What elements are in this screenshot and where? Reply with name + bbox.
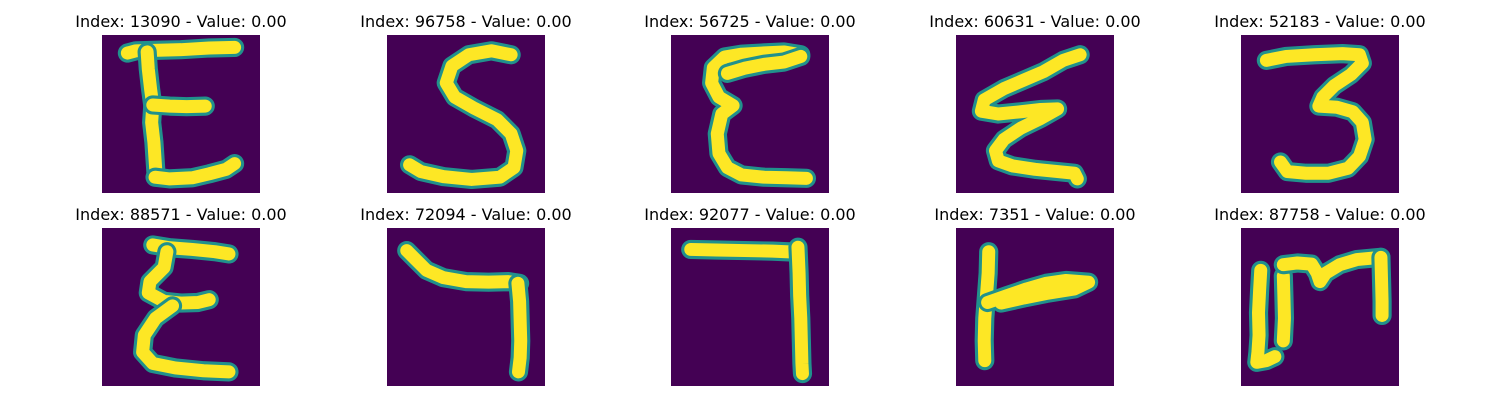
stroke-core — [1374, 250, 1389, 322]
panel-title: Index: 60631 - Value: 0.00 — [929, 12, 1141, 31]
stroke-core — [400, 244, 527, 290]
stroke-core — [974, 48, 1087, 186]
digit-image-svg — [102, 228, 260, 386]
panel-title: Index: 87758 - Value: 0.00 — [1214, 205, 1426, 224]
stroke-core — [720, 49, 808, 80]
panel-title: Index: 52183 - Value: 0.00 — [1214, 12, 1426, 31]
digit-image — [671, 35, 829, 193]
panel-title: Index: 7351 - Value: 0.00 — [934, 205, 1136, 224]
stroke-core — [1276, 250, 1388, 289]
digit-image-svg — [1241, 228, 1399, 386]
stroke-core — [136, 299, 236, 379]
digit-image — [102, 35, 260, 193]
panel-title: Index: 56725 - Value: 0.00 — [644, 12, 856, 31]
digit-image — [671, 228, 829, 386]
digit-image — [1241, 228, 1399, 386]
digit-image-svg — [671, 35, 829, 193]
digit-image — [102, 228, 260, 386]
digit-image — [956, 35, 1114, 193]
stroke-core — [791, 240, 809, 381]
digit-image — [387, 228, 545, 386]
stroke-core — [511, 276, 528, 379]
stroke-core — [705, 45, 813, 185]
stroke-core — [403, 44, 524, 186]
stroke-core — [141, 245, 216, 310]
stroke-core — [1250, 263, 1282, 369]
stroke-core — [684, 242, 805, 259]
digit-image-svg — [102, 35, 260, 193]
panel-title: Index: 96758 - Value: 0.00 — [360, 12, 572, 31]
digit-image — [956, 228, 1114, 386]
stroke-core — [1259, 47, 1372, 180]
stroke-core — [1276, 269, 1291, 348]
digit-image-svg — [387, 35, 545, 193]
digit-image-svg — [671, 228, 829, 386]
digit-image-svg — [1241, 35, 1399, 193]
digit-image-svg — [956, 35, 1114, 193]
digit-image-svg — [956, 228, 1114, 386]
stroke-core — [148, 157, 242, 186]
digit-image — [1241, 35, 1399, 193]
digit-image-svg — [387, 228, 545, 386]
panel-title: Index: 92077 - Value: 0.00 — [644, 205, 856, 224]
panel-title: Index: 13090 - Value: 0.00 — [75, 12, 287, 31]
digit-image — [387, 35, 545, 193]
panel-title: Index: 72094 - Value: 0.00 — [360, 205, 572, 224]
stroke-core — [981, 273, 1096, 310]
panel-title: Index: 88571 - Value: 0.00 — [75, 205, 287, 224]
stroke-core — [120, 40, 242, 60]
stroke-core — [146, 98, 212, 114]
